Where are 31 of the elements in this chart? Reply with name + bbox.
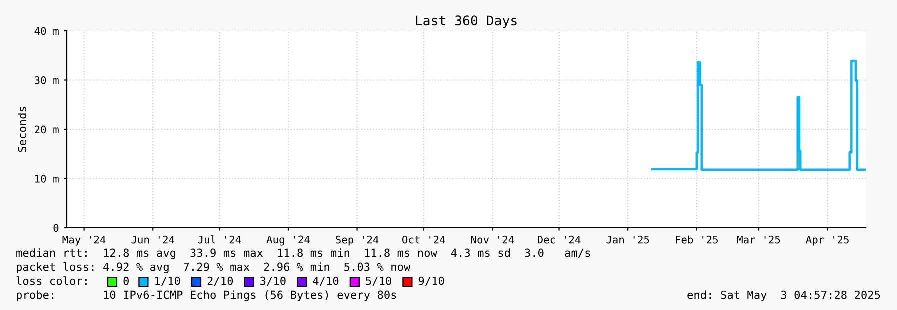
- legend-label: 3/10: [260, 276, 286, 286]
- y-tick-label: 20 m: [35, 126, 59, 134]
- x-tick-label: Jan '25: [606, 236, 650, 244]
- x-tick-label: Oct '24: [402, 236, 446, 244]
- legend-label: 2/10: [208, 276, 234, 286]
- x-tick-label: Sep '24: [336, 236, 379, 246]
- x-tick-label: Feb '25: [676, 236, 718, 244]
- y-tick-label: 30 m: [34, 76, 59, 84]
- y-axis-title: Seconds: [18, 107, 27, 152]
- y-tick-label: 0: [54, 224, 59, 232]
- text: probe: 10 IPv6-ICMP Echo Pings (56 Bytes) every 80s: [17, 290, 396, 302]
- x-tick-label: May '24: [62, 236, 106, 246]
- legend-label: 5/10: [366, 276, 392, 286]
- y-tick-label: 10 m: [36, 175, 59, 183]
- legend-label: 0: [124, 276, 129, 286]
- x-tick-label: Mar '25: [738, 236, 780, 244]
- text: end: Sat May 3 04:57:28 2025: [688, 290, 880, 302]
- x-tick-label: Nov '24: [471, 236, 514, 244]
- legend-label: 9/10: [418, 276, 444, 286]
- text: packet loss: 4.92 % avg 7.29 % max 2.96 % min 5.03 % now: [17, 262, 411, 274]
- legend-title: loss color:: [16, 276, 87, 286]
- legend-label: 1/10: [156, 276, 180, 286]
- chart-title: Last 360 Days: [416, 16, 517, 28]
- x-tick-label: Dec '24: [538, 236, 581, 244]
- x-tick-label: Apr '25: [806, 236, 849, 246]
- x-tick-label: Jun '24: [132, 236, 175, 244]
- text: median rtt: 12.8 ms avg 33.9 ms max 11.8 ms min 11.8 ms now 4.3 ms sd 3.0 am/s: [16, 248, 590, 260]
- x-tick-label: Jul '24: [198, 236, 242, 244]
- y-tick-label: 40 m: [34, 27, 59, 36]
- legend-label: 4/10: [313, 276, 339, 286]
- x-tick-label: Aug '24: [266, 236, 310, 246]
